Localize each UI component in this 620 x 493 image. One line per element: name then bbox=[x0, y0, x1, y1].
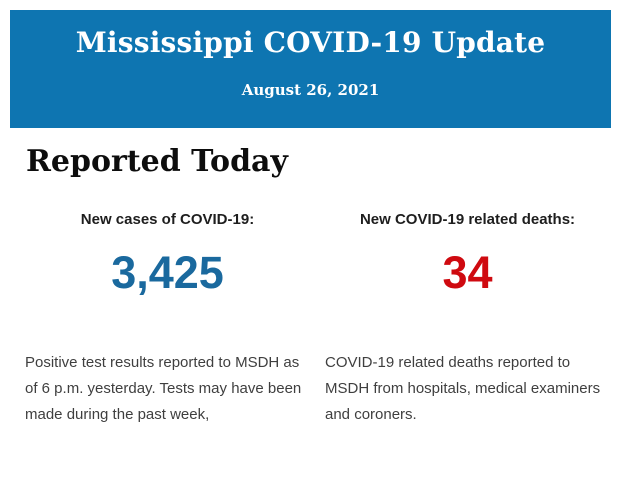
new-cases-label: New cases of COVID-19: bbox=[80, 211, 255, 228]
new-cases-value: 3,425 bbox=[111, 247, 224, 298]
newsletter-body: Reported Today New cases of COVID-19: Ne… bbox=[0, 144, 620, 428]
new-deaths-label: New COVID-19 related deaths: bbox=[359, 211, 576, 228]
new-cases-description: Positive test results reported to MSDH a… bbox=[25, 354, 302, 423]
newsletter-header: Mississippi COVID-19 Update August 26, 2… bbox=[10, 10, 611, 128]
newsletter-page: Mississippi COVID-19 Update August 26, 2… bbox=[0, 10, 620, 493]
stats-grid: New cases of COVID-19: New COVID-19 rela… bbox=[0, 180, 620, 428]
section-title-reported-today: Reported Today bbox=[26, 144, 288, 179]
new-deaths-description: COVID-19 related deaths reported to MSDH… bbox=[325, 354, 601, 423]
new-deaths-value: 34 bbox=[442, 247, 493, 298]
newsletter-date: August 26, 2021 bbox=[241, 81, 380, 99]
newsletter-title: Mississippi COVID-19 Update bbox=[75, 26, 546, 59]
